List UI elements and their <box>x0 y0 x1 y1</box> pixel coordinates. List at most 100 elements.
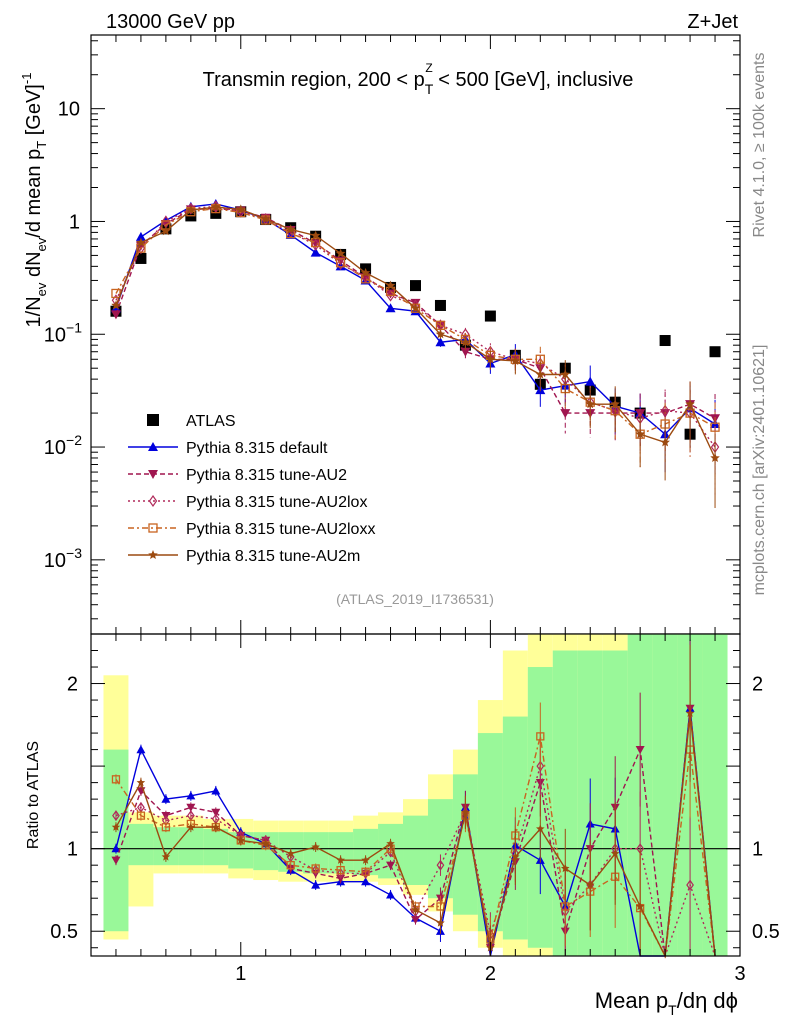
point-au2m <box>485 354 496 364</box>
point-au2loxx <box>710 422 720 432</box>
ratio-point-au2lox <box>536 760 545 772</box>
point-au2m <box>186 205 196 215</box>
y-tick-label: 10−3 <box>44 545 82 572</box>
ratio-point-au2loxx <box>136 811 146 820</box>
ratio-point-au2m <box>286 849 295 858</box>
ratio-point-au2m <box>561 864 570 873</box>
ratio-ylabel: Ratio to ATLAS <box>25 741 42 849</box>
point-au2m <box>635 429 645 439</box>
ratio-band-inner <box>178 827 204 866</box>
ratio-point-default <box>111 844 121 853</box>
ratio-point-au2m <box>411 905 420 914</box>
ratio-point-au2m <box>536 824 545 833</box>
legend-marker-au2loxx <box>148 523 158 533</box>
point-au2 <box>110 310 121 320</box>
ratio-point-au2loxx <box>161 823 171 832</box>
legend-marker-au2m <box>148 550 158 559</box>
ratio-y-tick-label: 1 <box>67 839 78 861</box>
legend-marker-au2 <box>148 470 158 479</box>
main-ylabel: 1/Nev dNev/d mean pT [GeV]-1 <box>19 73 49 328</box>
point-au2m <box>261 214 271 224</box>
point-atlas <box>659 335 671 347</box>
ratio-point-default <box>361 877 371 886</box>
point-au2 <box>385 289 396 299</box>
point-au2m <box>410 303 421 313</box>
ratio-y-tick-label: 2 <box>67 674 78 696</box>
point-default <box>435 337 446 347</box>
legend-label-au2m: Pythia 8.315 tune-AU2m <box>186 548 360 565</box>
point-au2m <box>560 369 570 379</box>
ratio-point-au2m <box>635 902 645 911</box>
point-au2loxx <box>111 288 121 299</box>
point-au2lox <box>311 238 320 251</box>
ratio-point-au2loxx <box>311 864 320 873</box>
main-frame <box>90 34 741 635</box>
analysis-label: (ATLAS_2019_I1736531) <box>336 591 494 607</box>
ratio-point-default <box>186 791 196 800</box>
ratio-panel: 1 2 3 0.5 0.5 1 1 2 2 <box>50 633 780 985</box>
ratio-point-au2 <box>386 861 396 870</box>
y-tick-label: 10 <box>58 99 80 121</box>
ratio-point-default <box>386 890 396 899</box>
legend-label-default: Pythia 8.315 default <box>186 440 328 457</box>
point-default <box>310 247 321 257</box>
point-au2 <box>460 347 471 357</box>
ratio-point-au2 <box>411 916 420 925</box>
ratio-point-au2 <box>111 856 121 865</box>
y-tick-label: 10−1 <box>44 319 82 346</box>
point-au2m <box>710 453 720 462</box>
legend-label-au2: Pythia 8.315 tune-AU2 <box>186 467 347 484</box>
point-atlas <box>709 346 721 358</box>
ratio-y-tick-label-right: 0.5 <box>752 921 780 943</box>
ratio-y-tick-label: 0.5 <box>50 921 78 943</box>
ratio-band-inner <box>652 634 678 956</box>
point-default <box>585 376 596 386</box>
point-default <box>385 303 396 313</box>
ratio-point-au2loxx <box>361 867 370 876</box>
ratio-point-au2m <box>586 880 595 889</box>
ratio-point-au2lox <box>336 867 345 879</box>
ratio-band-inner <box>403 815 428 885</box>
point-au2lox <box>386 289 395 302</box>
ratio-point-au2m <box>436 918 445 927</box>
point-au2m <box>660 437 670 447</box>
mcplots-label: mcplots.cern.ch [arXiv:2401.10621] <box>751 345 768 596</box>
point-au2m <box>161 226 171 236</box>
point-au2m <box>460 337 471 347</box>
point-atlas <box>484 310 496 322</box>
ratio-point-au2loxx <box>286 861 295 870</box>
ratio-point-default <box>136 745 146 754</box>
point-au2m <box>585 399 595 409</box>
ratio-point-au2m <box>136 778 146 787</box>
point-au2m <box>111 300 121 310</box>
point-au2loxx <box>335 258 346 268</box>
point-default <box>135 231 146 241</box>
legend-label-au2loxx: Pythia 8.315 tune-AU2loxx <box>186 521 375 538</box>
legend-label-atlas: ATLAS <box>186 413 236 430</box>
ratio-point-au2loxx <box>336 865 345 875</box>
ratio-point-au2m <box>511 852 520 861</box>
ratio-point-au2m <box>186 822 196 831</box>
point-au2loxx <box>435 320 446 330</box>
ratio-band-inner <box>702 634 728 956</box>
point-atlas <box>434 299 446 311</box>
ratio-point-au2m <box>361 855 370 864</box>
point-au2m <box>435 329 446 339</box>
ratio-point-au2m <box>261 839 270 848</box>
ratio-point-au2m <box>461 807 470 816</box>
ratio-y-tick-label-right: 1 <box>752 839 763 861</box>
point-au2m <box>360 267 371 277</box>
point-au2m <box>285 224 296 234</box>
series-line-au2lox <box>115 205 716 448</box>
x-axis-label: Mean pT/dη dϕ <box>595 988 738 1018</box>
point-au2m <box>310 230 321 240</box>
point-au2loxx <box>311 237 321 248</box>
x-tick-label: 3 <box>734 963 745 985</box>
series-line-default <box>115 203 716 436</box>
ratio-point-au2 <box>635 745 645 755</box>
legend-marker-atlas <box>147 414 159 426</box>
ratio-point-au2lox <box>112 810 120 822</box>
point-atlas <box>135 252 147 264</box>
ratio-point-au2lox <box>436 859 445 871</box>
